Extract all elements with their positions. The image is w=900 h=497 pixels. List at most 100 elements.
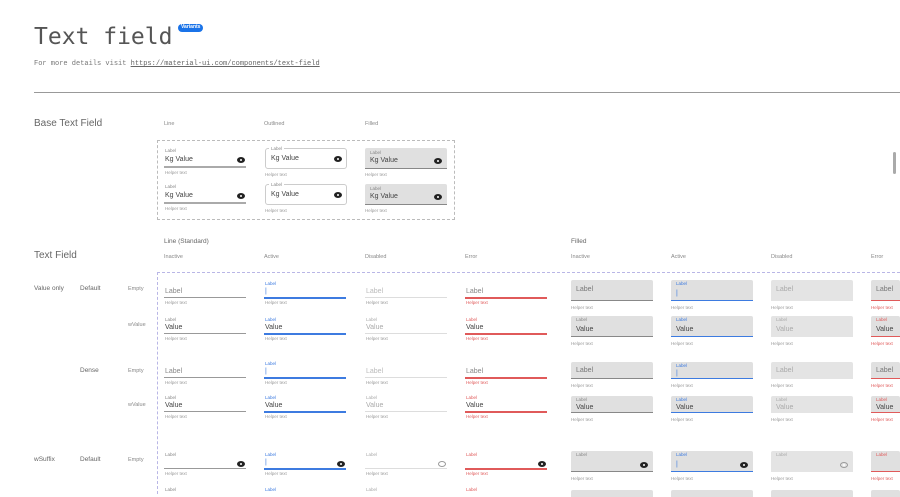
row-density: Default — [80, 456, 101, 463]
filled-field[interactable] — [771, 316, 853, 337]
row-type: wSuffix — [34, 456, 55, 463]
field-value[interactable]: Value — [466, 402, 484, 409]
filled-field[interactable] — [871, 396, 900, 413]
filled-field[interactable] — [671, 316, 753, 337]
filled-field[interactable] — [871, 280, 900, 301]
field-value[interactable]: Value — [576, 326, 594, 333]
field-value[interactable]: Kg Value — [271, 155, 299, 162]
filled-field[interactable] — [771, 362, 853, 379]
text-cursor[interactable]: | — [265, 288, 267, 295]
filled-field[interactable] — [771, 396, 853, 413]
field-placeholder[interactable]: Label — [876, 367, 894, 374]
helper-text: Helper text — [466, 414, 488, 419]
field-value[interactable]: Value — [366, 324, 384, 331]
field-placeholder[interactable]: Label — [876, 286, 894, 293]
underline — [264, 297, 346, 299]
field-value[interactable]: Kg Value — [165, 192, 193, 199]
filled-field[interactable] — [671, 362, 753, 379]
field-placeholder[interactable]: Label — [776, 286, 794, 293]
text-cursor[interactable]: | — [676, 370, 678, 377]
eye-icon[interactable] — [840, 462, 848, 468]
filled-field[interactable] — [671, 280, 753, 301]
text-cursor[interactable]: | — [265, 459, 267, 466]
row-content: Empty — [128, 368, 144, 374]
field-placeholder[interactable]: Label — [165, 288, 183, 295]
docs-link[interactable]: https://material-ui.com/components/text-… — [130, 60, 320, 68]
field-label: Label — [366, 487, 378, 492]
field-placeholder[interactable]: Label — [466, 368, 484, 375]
field-value[interactable]: Value — [576, 404, 594, 411]
field-value[interactable]: Value — [466, 324, 484, 331]
filled-field[interactable] — [671, 396, 753, 413]
filled-field[interactable] — [571, 362, 653, 379]
row-density: Dense — [80, 367, 99, 374]
filled-field[interactable] — [871, 362, 900, 379]
field-placeholder[interactable]: Label — [466, 288, 484, 295]
field-value[interactable]: Value — [165, 402, 183, 409]
filled-field[interactable] — [771, 280, 853, 301]
field-value[interactable]: Kg Value — [165, 156, 193, 163]
helper-text: Helper text — [771, 341, 793, 346]
col-outlined: Outlined — [264, 121, 285, 127]
field-value[interactable]: Value — [265, 402, 283, 409]
eye-icon[interactable] — [740, 462, 748, 468]
field-value[interactable]: Value — [776, 326, 794, 333]
eye-icon[interactable] — [237, 193, 245, 199]
eye-icon[interactable] — [538, 461, 546, 467]
underline — [365, 333, 447, 334]
eye-icon[interactable] — [237, 157, 245, 163]
field-value[interactable]: Value — [876, 404, 894, 411]
field-value[interactable]: Value — [265, 324, 283, 331]
field-value[interactable]: Value — [165, 324, 183, 331]
filled-field[interactable] — [671, 451, 753, 472]
eye-icon[interactable] — [640, 462, 648, 468]
eye-icon[interactable] — [337, 461, 345, 467]
field-value[interactable]: Value — [676, 404, 694, 411]
outlined-field[interactable] — [265, 148, 347, 169]
field-placeholder[interactable]: Label — [366, 288, 384, 295]
field-value[interactable]: Value — [776, 404, 794, 411]
field-label: Label — [466, 487, 478, 492]
eye-icon[interactable] — [434, 158, 442, 164]
field-value[interactable]: Value — [366, 402, 384, 409]
filled-field[interactable] — [571, 280, 653, 301]
filled-field[interactable] — [365, 148, 447, 169]
field-placeholder[interactable]: Label — [576, 286, 594, 293]
field-placeholder[interactable]: Label — [165, 368, 183, 375]
outlined-field[interactable] — [265, 184, 347, 205]
helper-text: Helper text — [466, 471, 488, 476]
filled-field[interactable] — [771, 451, 853, 472]
field-label: Label — [165, 452, 177, 457]
filled-field[interactable] — [571, 451, 653, 472]
filled-field[interactable] — [365, 184, 447, 205]
base-section-title: Base Text Field — [34, 118, 103, 129]
helper-text: Helper text — [265, 208, 287, 213]
eye-icon[interactable] — [334, 192, 342, 198]
text-cursor[interactable]: | — [265, 368, 267, 375]
text-cursor[interactable]: | — [676, 461, 678, 468]
helper-text: Helper text — [671, 341, 693, 346]
scrollbar[interactable] — [893, 152, 896, 174]
filled-field[interactable] — [571, 396, 653, 413]
filled-field[interactable] — [571, 316, 653, 337]
filled-field[interactable] — [871, 316, 900, 337]
field-placeholder[interactable]: Label — [576, 367, 594, 374]
field-value[interactable]: Kg Value — [271, 191, 299, 198]
eye-icon[interactable] — [334, 156, 342, 162]
helper-text: Helper text — [366, 300, 388, 305]
filled-field[interactable] — [871, 451, 900, 472]
helper-text: Helper text — [466, 336, 488, 341]
field-value[interactable]: Kg Value — [370, 157, 398, 164]
eye-icon[interactable] — [434, 194, 442, 200]
eye-icon[interactable] — [237, 461, 245, 467]
field-value[interactable]: Kg Value — [370, 193, 398, 200]
field-placeholder[interactable]: Label — [366, 368, 384, 375]
field-value[interactable]: Value — [676, 326, 694, 333]
field-label: Label — [576, 452, 588, 457]
helper-text: Helper text — [165, 206, 187, 211]
text-cursor[interactable]: | — [676, 290, 678, 297]
field-value[interactable]: Value — [876, 326, 894, 333]
col-active: Active — [671, 254, 686, 260]
eye-icon[interactable] — [438, 461, 446, 467]
field-placeholder[interactable]: Label — [776, 367, 794, 374]
